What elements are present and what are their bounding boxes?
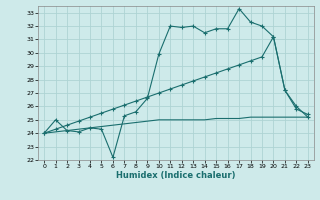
- X-axis label: Humidex (Indice chaleur): Humidex (Indice chaleur): [116, 171, 236, 180]
